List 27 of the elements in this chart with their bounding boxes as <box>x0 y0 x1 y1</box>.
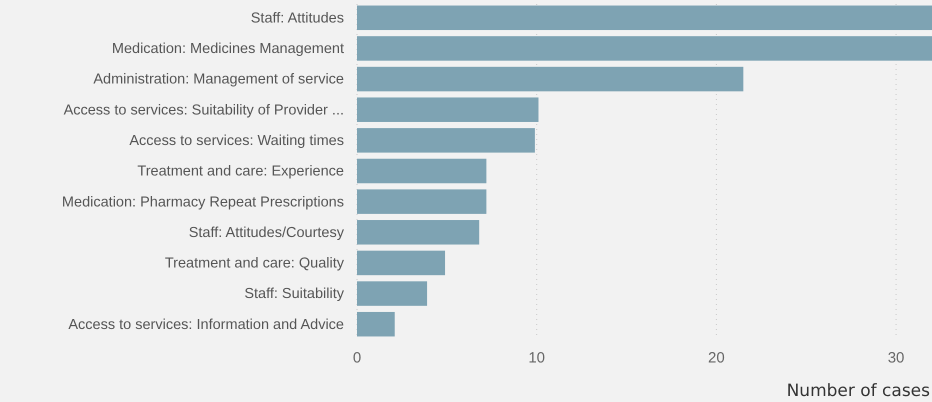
bar <box>357 36 932 61</box>
y-tick-label: Treatment and care: Quality <box>164 256 345 272</box>
y-tick-label: Treatment and care: Experience <box>137 164 344 180</box>
y-tick-label: Access to services: Information and Advice <box>68 316 344 333</box>
x-tick-label: 20 <box>708 350 725 367</box>
bar <box>357 189 486 214</box>
y-tick-label: Staff: Suitability <box>244 286 345 302</box>
x-tick-label: 10 <box>528 350 546 367</box>
bar <box>357 250 446 276</box>
x-tick-label: 0 <box>352 350 362 367</box>
bar <box>357 128 535 153</box>
y-tick-label: Medication: Medicines Management <box>112 41 344 58</box>
bar <box>357 312 395 336</box>
bar <box>357 158 486 184</box>
x-axis-title: Number of cases <box>786 381 930 401</box>
bar <box>357 281 428 306</box>
bar <box>357 97 538 122</box>
y-tick-label: Staff: Attitudes <box>250 10 344 26</box>
y-tick-label: Administration: Management of service <box>93 72 344 88</box>
bar <box>357 6 932 30</box>
bar <box>357 66 744 92</box>
bar <box>357 220 480 245</box>
x-tick-label: 30 <box>888 350 904 367</box>
y-tick-label: Access to services: Waiting times <box>129 133 344 149</box>
y-tick-label: Medication: Pharmacy Repeat Prescriptions <box>62 194 344 210</box>
y-tick-label: Staff: Attitudes/Courtesy <box>188 224 345 241</box>
y-tick-label: Access to services: Suitability of Provider ... <box>64 102 344 118</box>
